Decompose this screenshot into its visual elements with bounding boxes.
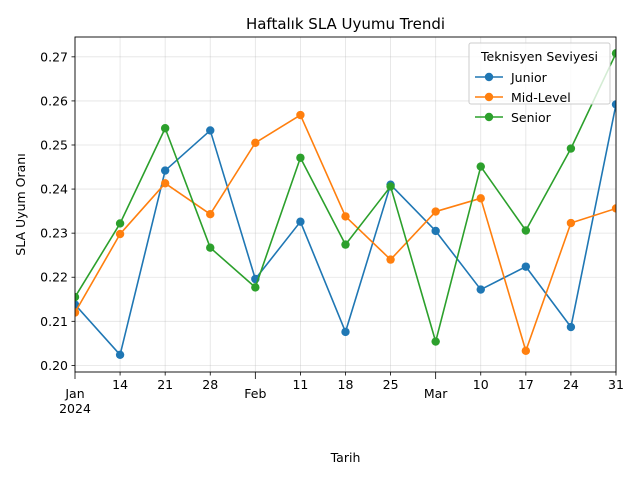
x-tick-label: Mar <box>424 386 448 401</box>
data-point-junior <box>521 262 531 271</box>
series-layer <box>75 49 616 360</box>
legend-marker-mid-level <box>484 92 494 102</box>
x-tick-label: 2024 <box>59 401 91 416</box>
legend: Teknisyen Seviyesi Junior Mid-Level Senior <box>468 42 611 125</box>
data-point-senior <box>160 124 170 133</box>
x-tick-label: 18 <box>338 377 354 392</box>
x-tick-label: 21 <box>157 377 173 392</box>
x-axis-title: Tarih <box>330 450 361 465</box>
legend-item-mid-level: Mid-Level <box>475 90 571 105</box>
legend-label-mid-level: Mid-Level <box>511 90 571 105</box>
data-point-junior <box>206 126 215 135</box>
data-point-mid-level <box>206 209 215 219</box>
y-tick-label: 0.27 <box>40 49 68 64</box>
legend-label-junior: Junior <box>510 70 548 85</box>
data-point-senior <box>431 337 440 346</box>
data-point-junior <box>115 350 125 360</box>
data-point-mid-level <box>296 110 305 120</box>
data-point-junior <box>296 217 305 226</box>
legend-box <box>468 42 611 105</box>
y-tick-label: 0.22 <box>40 270 68 285</box>
legend-marker-senior <box>484 112 494 122</box>
x-tick-label: 14 <box>112 377 128 392</box>
data-point-junior <box>431 226 440 236</box>
data-point-senior <box>206 243 215 252</box>
x-tick-label: Feb <box>244 386 266 401</box>
y-tick-label: 0.26 <box>40 93 68 108</box>
x-tick-label: 25 <box>383 377 399 392</box>
data-point-junior <box>341 327 350 337</box>
data-point-senior <box>476 162 485 171</box>
data-point-senior <box>521 226 531 235</box>
data-point-senior <box>115 219 125 228</box>
legend-label-senior: Senior <box>511 110 552 125</box>
data-point-junior <box>566 322 576 332</box>
legend-item-junior: Junior <box>475 70 548 85</box>
series-senior <box>75 49 616 346</box>
data-point-mid-level <box>341 212 350 221</box>
legend-item-senior: Senior <box>475 110 552 125</box>
data-point-mid-level <box>386 255 395 264</box>
legend-title: Teknisyen Seviyesi <box>480 49 598 64</box>
data-point-senior <box>251 283 260 292</box>
data-point-junior <box>611 100 616 109</box>
chart-title: Haftalık SLA Uyumu Trendi <box>246 15 445 33</box>
legend-entries: Junior Mid-Level Senior <box>475 70 571 125</box>
data-point-mid-level <box>611 204 616 213</box>
y-tick-label: 0.21 <box>40 314 68 329</box>
data-point-senior <box>341 240 350 249</box>
data-point-junior <box>160 166 170 175</box>
legend-marker-junior <box>484 72 494 82</box>
y-tick-label: 0.25 <box>40 137 68 152</box>
data-point-senior <box>566 144 576 153</box>
x-tick-label: Jan <box>64 386 84 401</box>
x-tick-label: 24 <box>563 377 579 392</box>
data-point-senior <box>386 182 395 191</box>
data-point-mid-level <box>160 179 170 188</box>
y-tick-label: 0.24 <box>40 182 68 197</box>
data-point-senior <box>75 292 80 302</box>
data-point-senior <box>611 49 616 58</box>
data-point-mid-level <box>115 229 125 239</box>
series-mid-level <box>75 110 616 356</box>
data-point-mid-level <box>251 138 260 147</box>
data-point-mid-level <box>75 308 80 317</box>
y-tick-label: 0.20 <box>40 358 68 373</box>
y-axis-title: SLA Uyum Oranı <box>13 153 28 255</box>
y-tick-label: 0.23 <box>40 226 68 241</box>
data-point-mid-level <box>566 218 576 228</box>
data-point-mid-level <box>431 207 440 216</box>
x-tick-label: 11 <box>292 377 308 392</box>
x-tick-label: 17 <box>518 377 534 392</box>
data-point-mid-level <box>521 346 531 356</box>
x-tick-label: 31 <box>608 377 624 392</box>
data-point-mid-level <box>476 194 485 203</box>
x-tick-label: 10 <box>473 377 489 392</box>
data-point-senior <box>296 153 305 162</box>
x-tick-label: 28 <box>202 377 218 392</box>
data-point-junior <box>476 285 485 294</box>
